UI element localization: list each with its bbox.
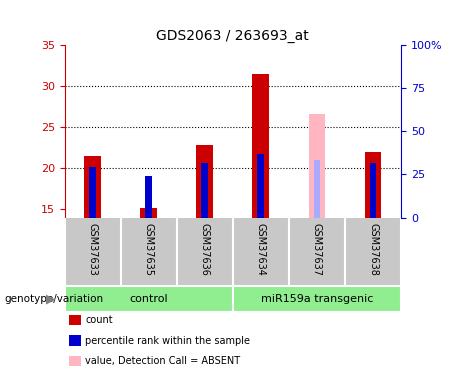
Text: control: control	[130, 294, 168, 303]
Bar	[84, 156, 101, 218]
Text: GSM37634: GSM37634	[256, 223, 266, 276]
Text: percentile rank within the sample: percentile rank within the sample	[85, 336, 250, 345]
Bar	[308, 114, 325, 218]
Bar	[89, 167, 96, 217]
Bar	[196, 145, 213, 218]
Bar	[145, 176, 152, 217]
Bar	[201, 163, 208, 218]
Text: GSM37638: GSM37638	[368, 223, 378, 276]
Text: GSM37635: GSM37635	[144, 223, 154, 276]
Text: miR159a transgenic: miR159a transgenic	[261, 294, 373, 303]
Title: GDS2063 / 263693_at: GDS2063 / 263693_at	[156, 28, 309, 43]
Bar	[365, 152, 381, 217]
Bar	[313, 160, 320, 218]
Text: genotype/variation: genotype/variation	[5, 294, 104, 303]
Bar	[140, 209, 157, 218]
Text: GSM37637: GSM37637	[312, 223, 322, 276]
Bar	[258, 154, 264, 218]
Text: value, Detection Call = ABSENT: value, Detection Call = ABSENT	[85, 356, 240, 366]
Text: GSM37636: GSM37636	[200, 223, 210, 276]
Text: ▶: ▶	[46, 292, 55, 305]
Bar	[370, 163, 376, 218]
Text: count: count	[85, 315, 113, 325]
Text: GSM37633: GSM37633	[88, 223, 98, 276]
Bar	[65, 286, 233, 312]
Bar	[233, 286, 401, 312]
Bar	[253, 74, 269, 217]
